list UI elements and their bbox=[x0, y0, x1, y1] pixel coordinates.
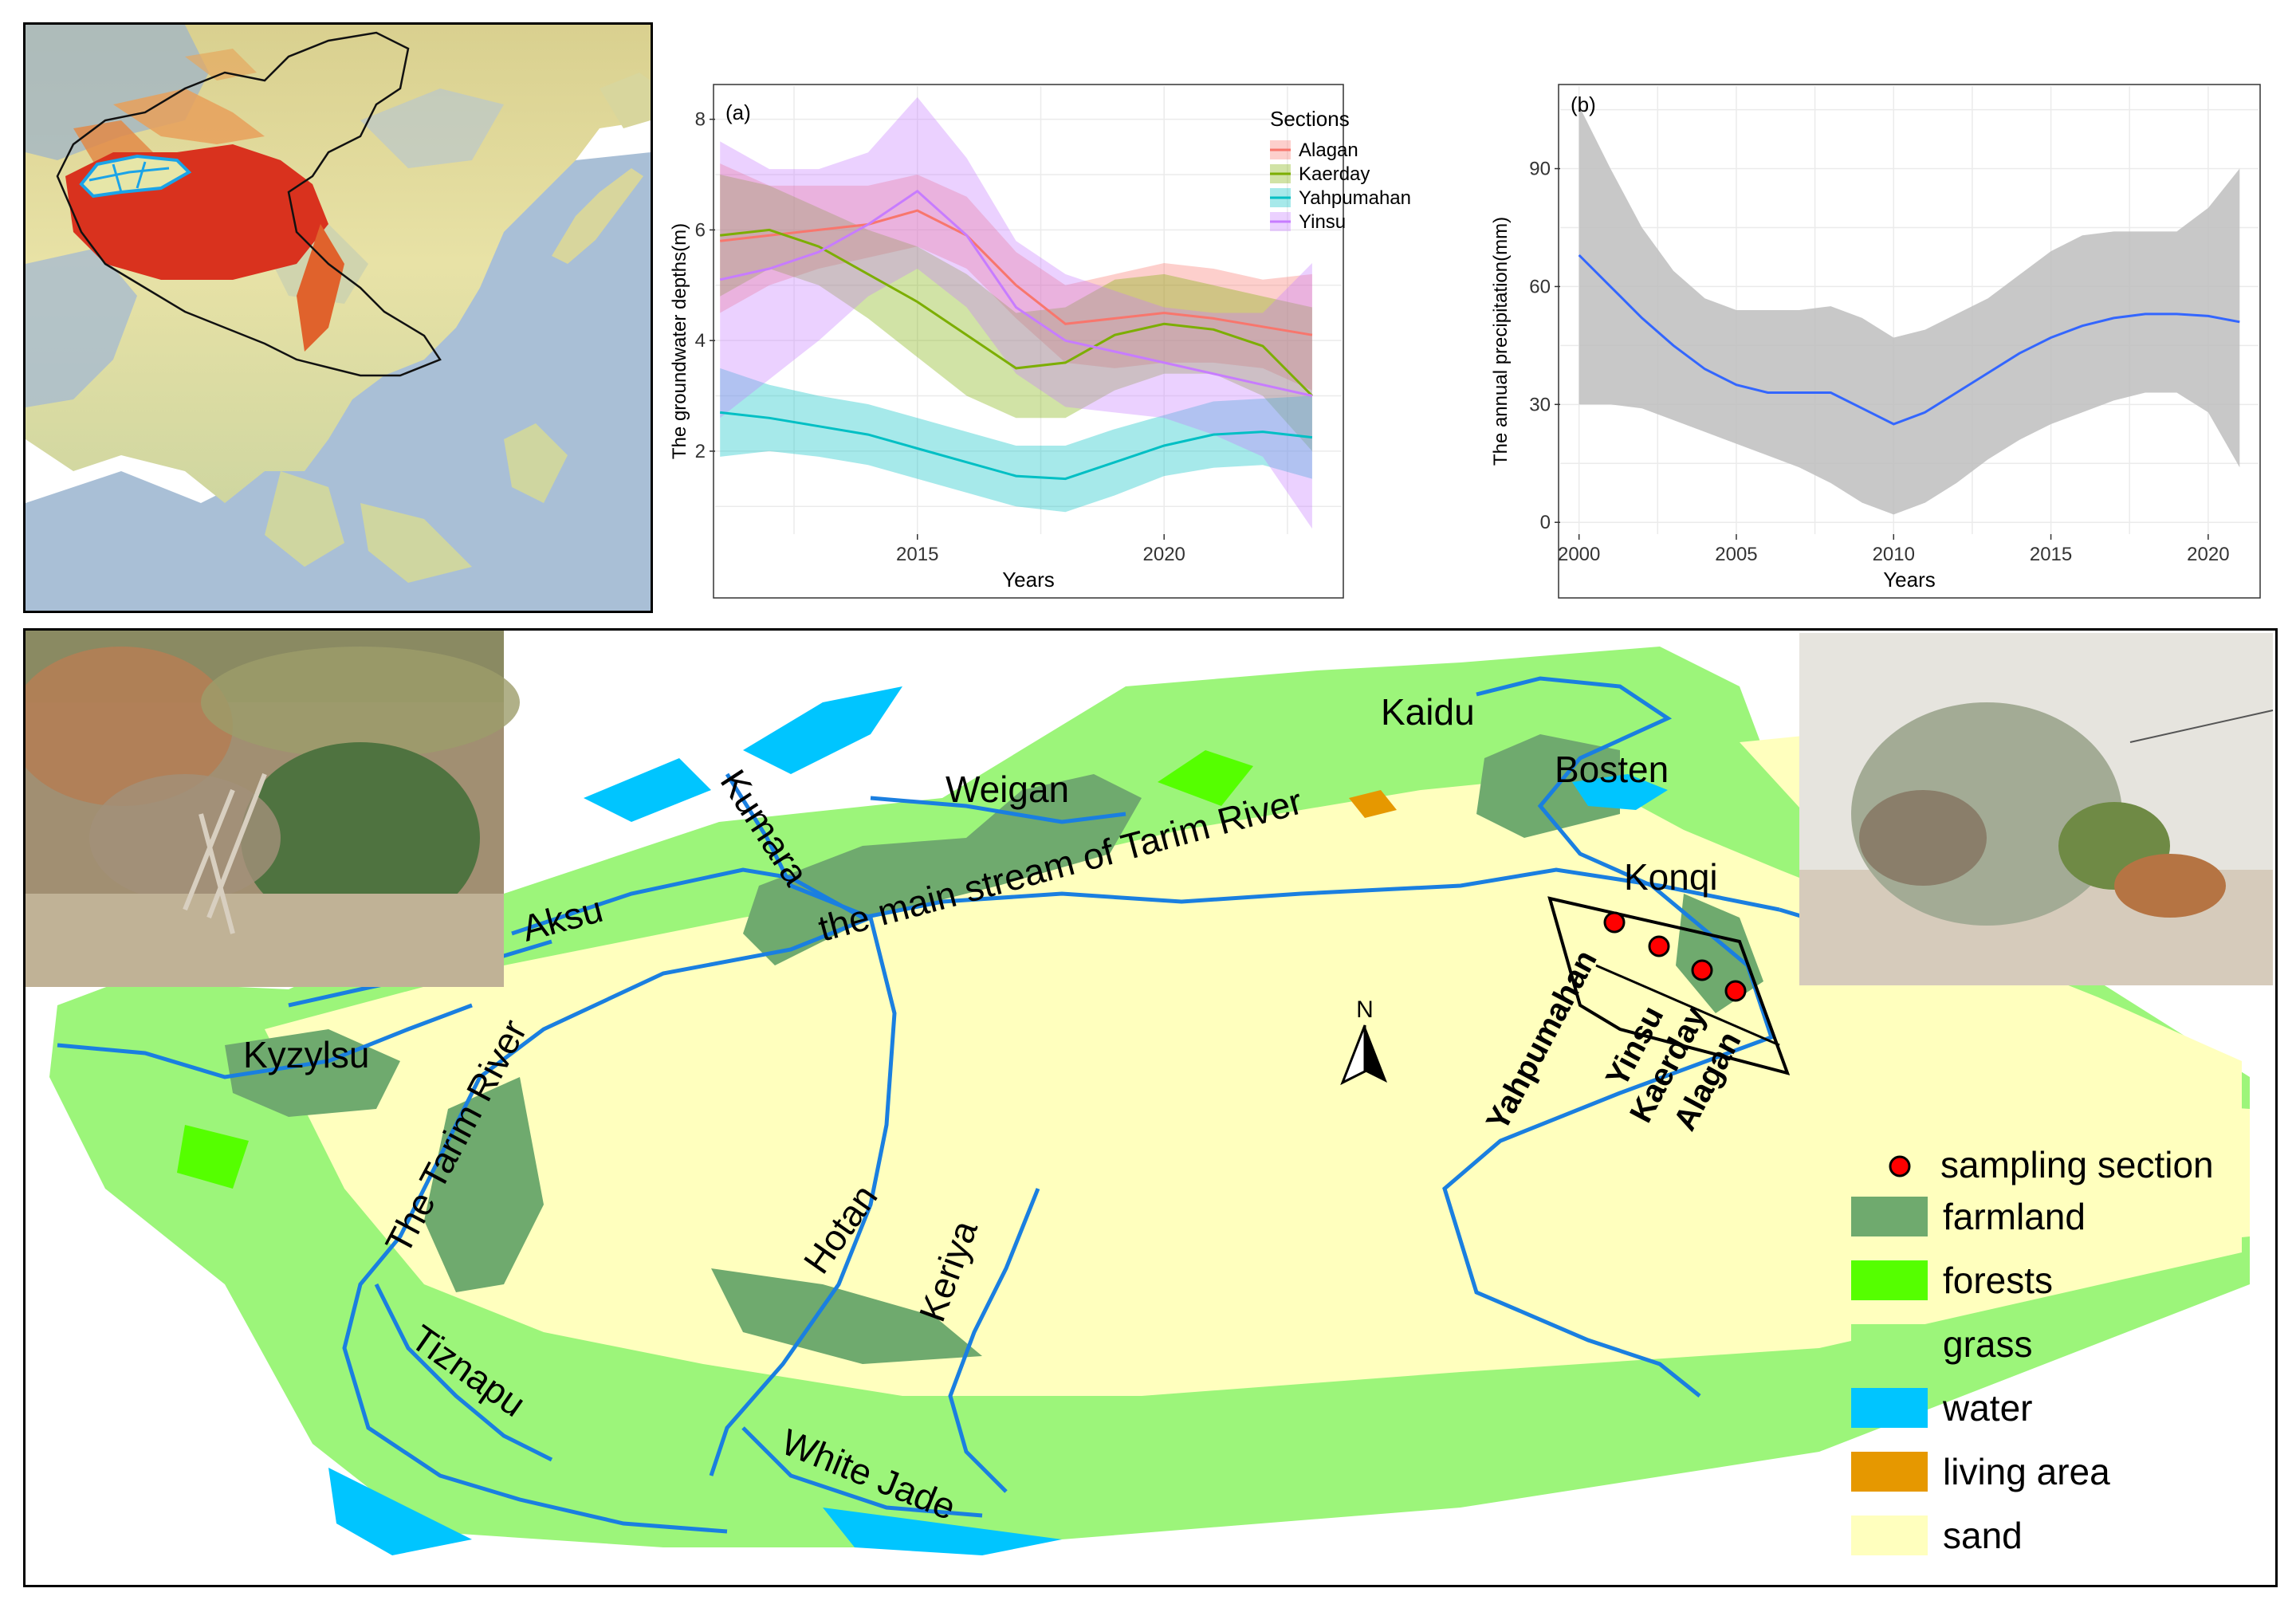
series-line-yinsu bbox=[719, 189, 1313, 397]
sampling-point-yinsu bbox=[1648, 935, 1670, 957]
x-axis-label: Years bbox=[1002, 568, 1055, 592]
legend-label: Yinsu bbox=[1299, 211, 1346, 233]
panel-label-a: (a) bbox=[725, 100, 751, 124]
chart-b-panel: 2000 2005 2010 2015 2020 0 30 60 90 (b) Years Th… bbox=[1490, 56, 2288, 614]
x-tick-label: 2020 bbox=[2187, 544, 2229, 565]
plot-background bbox=[713, 84, 1344, 599]
main-map-panel: Yahpumahan Yinsu Kaerday Alagan Kaidu Bo… bbox=[23, 628, 2278, 1587]
groundwater-depth-chart: 2015 2020 2 4 6 8 (a) Years The groundwater d… bbox=[669, 84, 1411, 599]
sampling-point-yahpumahan bbox=[1603, 911, 1626, 934]
legend-label: water bbox=[1942, 1387, 2032, 1429]
series-line-alagan bbox=[720, 209, 1313, 336]
photo-right bbox=[1799, 633, 2274, 985]
legend-label: grass bbox=[1943, 1323, 2032, 1365]
y-tick-label: 0 bbox=[1540, 512, 1551, 533]
photo-left bbox=[26, 631, 520, 987]
y-tick-label: 6 bbox=[695, 219, 706, 241]
legend-swatch bbox=[1851, 1388, 1928, 1428]
y-tick-label: 4 bbox=[695, 330, 706, 352]
farmland-patches bbox=[743, 774, 1142, 965]
tarim-basin-outline bbox=[79, 154, 192, 199]
legend-swatch bbox=[1851, 1516, 1928, 1555]
confidence-band bbox=[1578, 105, 2240, 515]
north-arrow: N bbox=[1340, 997, 1387, 1086]
lake-label-bosten: Bosten bbox=[1555, 749, 1669, 790]
x-tick-label: 2015 bbox=[896, 544, 938, 565]
mountain-ranges bbox=[113, 88, 265, 144]
river-label-kaidu: Kaidu bbox=[1381, 691, 1475, 733]
legend-label: sampling section bbox=[1940, 1144, 2214, 1185]
confidence-band-alagan bbox=[720, 163, 1312, 391]
y-axis-label: The groundwater depths(m) bbox=[670, 223, 690, 459]
x-tick-label: 2015 bbox=[2030, 544, 2072, 565]
series-line-series bbox=[1578, 254, 2240, 426]
series-line bbox=[1578, 254, 2240, 426]
confidence-band-yinsu bbox=[720, 96, 1312, 529]
sampling-points bbox=[1603, 911, 1747, 1002]
water-patches bbox=[743, 686, 902, 774]
legend-label: living area bbox=[1943, 1451, 2110, 1492]
confidence-band-kaerday bbox=[720, 175, 1312, 451]
river-label-weigan: Weigan bbox=[946, 769, 1069, 810]
y-axis-label: The annual precipitation(mm) bbox=[1491, 217, 1512, 466]
legend-label: Alagan bbox=[1299, 140, 1358, 161]
japan-islands bbox=[552, 168, 643, 264]
series-lines bbox=[719, 189, 1313, 481]
legend-swatch bbox=[1851, 1260, 1928, 1300]
legend-label: farmland bbox=[1943, 1196, 2086, 1237]
tarim-basin-map: Yahpumahan Yinsu Kaerday Alagan Kaidu Bo… bbox=[26, 631, 2275, 1585]
legend-swatch bbox=[1851, 1324, 1928, 1364]
ocean-area bbox=[26, 152, 651, 611]
series-line-yahpumahan bbox=[720, 411, 1313, 481]
y-tick-label: 60 bbox=[1529, 276, 1551, 297]
inset-map-panel bbox=[23, 22, 653, 613]
x-axis-label: Years bbox=[1883, 568, 1936, 592]
y-tick-label: 90 bbox=[1529, 159, 1551, 180]
china-border bbox=[56, 31, 442, 377]
legend-swatch bbox=[1851, 1452, 1928, 1492]
sampling-point-alagan bbox=[1724, 980, 1747, 1002]
precipitation-chart: 2000 2005 2010 2015 2020 0 30 60 90 (b) Years Th… bbox=[1490, 84, 2261, 599]
x-tick-label: 2020 bbox=[1143, 544, 1185, 565]
legend-label: sand bbox=[1943, 1515, 2023, 1556]
y-tick-label: 2 bbox=[695, 441, 706, 462]
y-tick-label: 8 bbox=[695, 109, 706, 131]
legend-label: Yahpumahan bbox=[1299, 187, 1411, 209]
axis-ticks: 2015 2020 2 4 6 8 bbox=[695, 109, 1185, 565]
legend-label: forests bbox=[1943, 1260, 2053, 1301]
series-line-kaerday bbox=[720, 228, 1313, 397]
legend-label: Kaerday bbox=[1299, 163, 1370, 185]
y-tick-label: 30 bbox=[1529, 394, 1551, 415]
legend-swatch bbox=[1851, 1197, 1928, 1236]
inset-map bbox=[26, 25, 651, 611]
x-tick-label: 2005 bbox=[1715, 544, 1757, 565]
map-legend: sampling section farmland forests grass wate… bbox=[1851, 1144, 2214, 1556]
chart-a-panel: 2015 2020 2 4 6 8 (a) Years The groundwater d… bbox=[669, 56, 1483, 614]
x-tick-label: 2000 bbox=[1558, 544, 1600, 565]
river-label-kyzylsu: Kyzylsu bbox=[243, 1034, 369, 1075]
river-label-konqi: Konqi bbox=[1624, 856, 1718, 898]
river-network bbox=[57, 676, 1860, 1534]
legend-title: Sections bbox=[1270, 107, 1350, 131]
north-label: N bbox=[1356, 997, 1374, 1023]
sampling-area-outline bbox=[1547, 896, 1791, 1075]
legend-point bbox=[1889, 1155, 1911, 1177]
bosten-lake bbox=[1572, 774, 1668, 810]
panel-label-b: (b) bbox=[1571, 92, 1596, 116]
grid bbox=[715, 86, 1342, 534]
sampling-point-kaerday bbox=[1691, 959, 1713, 981]
confidence-band-series bbox=[1578, 105, 2240, 515]
x-tick-label: 2010 bbox=[1873, 544, 1915, 565]
axis-ticks: 2000 2005 2010 2015 2020 0 30 60 90 bbox=[1529, 159, 2229, 565]
